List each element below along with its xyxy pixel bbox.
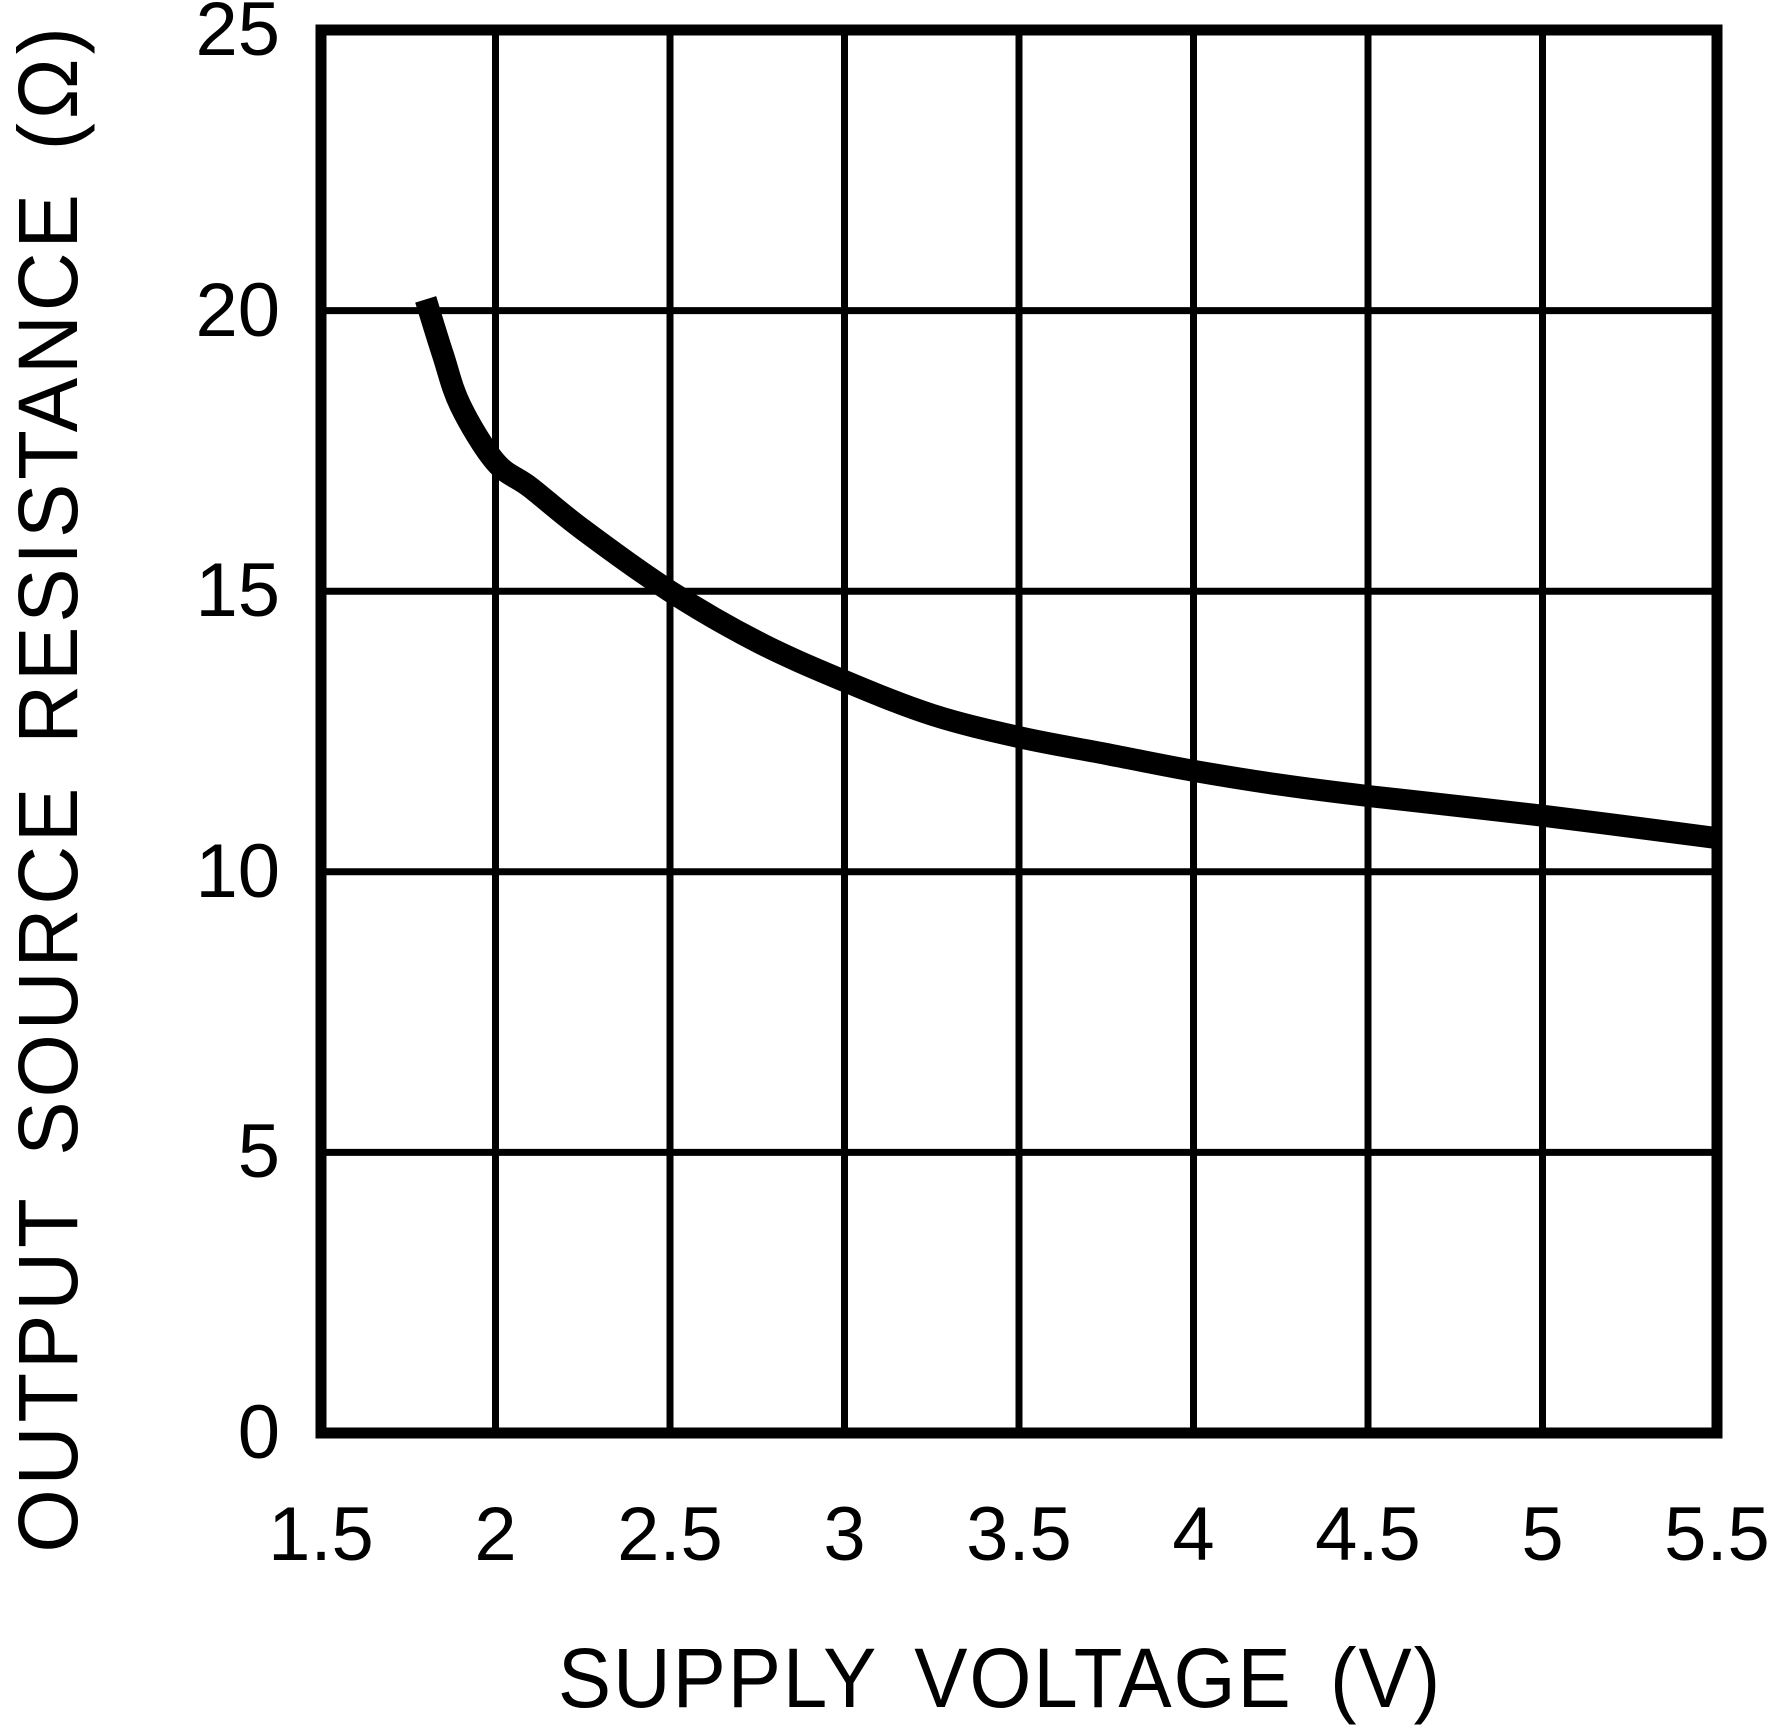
- gridlines: [321, 30, 1717, 1433]
- x-tick-label: 3: [823, 1492, 866, 1577]
- x-tick-label: 3.5: [966, 1492, 1072, 1577]
- x-tick-label: 1.5: [268, 1492, 374, 1577]
- plot-border: [315, 24, 1723, 1439]
- y-tick-label: 5: [237, 1109, 280, 1195]
- y-tick-label: 0: [237, 1390, 280, 1475]
- x-tick-label: 2.5: [617, 1492, 723, 1577]
- y-tick-label: 25: [195, 0, 280, 72]
- y-tick-label: 20: [195, 267, 280, 353]
- y-tick-label: 15: [195, 548, 280, 634]
- x-tick-label: 5: [1521, 1492, 1564, 1577]
- y-tick-label: 10: [195, 828, 280, 914]
- y-axis-title: OUTPUT SOURCE RESISTANCE (Ω): [1, 23, 95, 1553]
- x-tick-label: 5.5: [1664, 1492, 1770, 1577]
- x-tick-label: 4.5: [1315, 1492, 1421, 1577]
- x-tick-label: 4: [1172, 1492, 1215, 1577]
- x-tick-label: 2: [474, 1492, 517, 1577]
- data-curve: [415, 296, 1719, 850]
- x-axis-title: SUPPLY VOLTAGE (V): [557, 1631, 1443, 1725]
